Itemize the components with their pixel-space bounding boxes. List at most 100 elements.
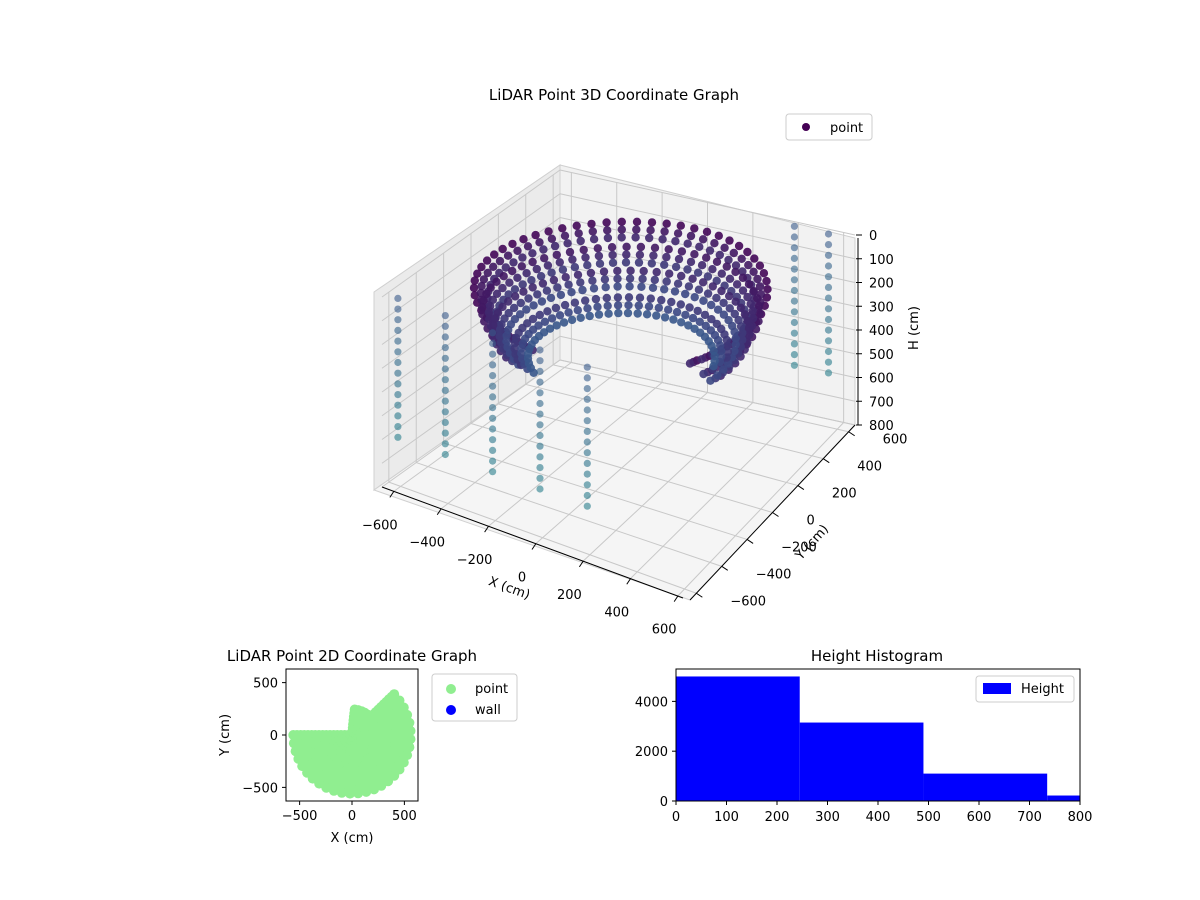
scatter-point [671, 262, 681, 272]
scatter-point [549, 275, 559, 285]
scatter-point [394, 358, 402, 367]
scatter-point [536, 464, 544, 472]
scatter-point [528, 314, 538, 324]
scatter-point [508, 266, 517, 276]
scatter-point [730, 309, 739, 319]
scatter-point [547, 268, 556, 277]
scatter-point [707, 300, 716, 310]
scatter-point [730, 346, 739, 356]
scatter-point [707, 315, 716, 324]
scatter-point [568, 255, 577, 264]
scatter-point [694, 285, 704, 294]
scatter-point [603, 233, 613, 243]
scatter-point [667, 297, 676, 307]
scatter-point [583, 374, 591, 382]
scatter-point [573, 306, 582, 315]
scatter-point [698, 235, 708, 244]
scatter-point [720, 243, 729, 252]
scatter-point [479, 296, 488, 305]
scatter-point [543, 307, 552, 316]
scatter-point [441, 429, 449, 437]
scatter-point [712, 293, 721, 303]
scatter-point [684, 282, 694, 291]
scatter-point [349, 704, 360, 715]
scatter-point [699, 369, 708, 379]
scatter-point [621, 258, 631, 267]
scatter-point [536, 485, 544, 493]
scatter-point [743, 316, 752, 326]
z-tick-label: 800 [869, 419, 894, 434]
scatter-point [290, 746, 301, 757]
scatter-point [441, 376, 449, 384]
scatter-point [441, 386, 449, 394]
scatter-point [654, 303, 663, 312]
scatter-point [593, 244, 602, 253]
scatter-point [489, 404, 497, 412]
scatter-point [753, 274, 762, 284]
scatter-point [602, 293, 611, 303]
scatter-point [686, 231, 696, 241]
scatter-point [734, 241, 744, 251]
scatter-point [489, 425, 497, 433]
chart-2d-points [288, 689, 416, 799]
scatter-point [535, 310, 544, 320]
scatter-point [558, 224, 567, 233]
scatter-point [660, 285, 669, 294]
scatter-point [824, 273, 833, 281]
scatter-point [603, 226, 612, 235]
scatter-point [731, 261, 741, 270]
scatter-point [658, 235, 667, 244]
scatter-point [623, 308, 633, 318]
chart-2d-scatter: LiDAR Point 2D Coordinate Graph −500 0 500… [218, 647, 518, 846]
scatter-point [744, 323, 754, 333]
scatter-point [660, 260, 669, 269]
y-tick-label: 600 [883, 433, 908, 448]
scatter-point [583, 363, 591, 371]
scatter-point [693, 268, 703, 277]
scatter-point [790, 276, 799, 284]
scatter-point [394, 305, 402, 313]
z-tick-label: 400 [869, 324, 894, 339]
scatter-point [593, 302, 602, 311]
grid-line [559, 359, 856, 426]
scatter-point [755, 261, 765, 270]
scatter-point [681, 289, 690, 299]
scatter-point [625, 274, 635, 283]
scatter-point [490, 250, 499, 259]
scatter-point [583, 304, 592, 313]
histogram-title: Height Histogram [811, 647, 943, 665]
scatter-point [498, 283, 507, 293]
scatter-point [824, 305, 833, 313]
scatter-point [650, 275, 659, 285]
x-tick-label: 0 [672, 810, 680, 825]
scatter-point [489, 372, 497, 380]
scatter-point [546, 293, 556, 303]
scatter-point [670, 287, 680, 296]
scatter-point [717, 286, 726, 296]
scatter-point [503, 251, 513, 260]
scatter-point [790, 297, 799, 305]
scatter-point [824, 315, 833, 324]
scatter-point [632, 225, 641, 234]
scatter-point [719, 365, 728, 374]
scatter-point [402, 750, 413, 761]
scatter-point [540, 317, 550, 326]
scatter-point [688, 313, 698, 323]
scatter-point [738, 328, 747, 338]
scatter-point [543, 261, 553, 270]
scatter-point [542, 286, 552, 295]
scatter-point [572, 221, 581, 230]
histogram-bar [799, 722, 924, 801]
scatter-point [589, 235, 599, 244]
scatter-point [724, 255, 733, 265]
x-tick-label: 600 [652, 623, 677, 638]
histogram-bars [676, 676, 1080, 801]
grid-line [630, 412, 799, 579]
scatter-point [504, 290, 513, 299]
y-tick-mark [721, 565, 729, 571]
scatter-point [731, 334, 740, 343]
scatter-point [544, 227, 553, 236]
scatter-point [519, 287, 528, 296]
scatter-point [528, 257, 537, 267]
